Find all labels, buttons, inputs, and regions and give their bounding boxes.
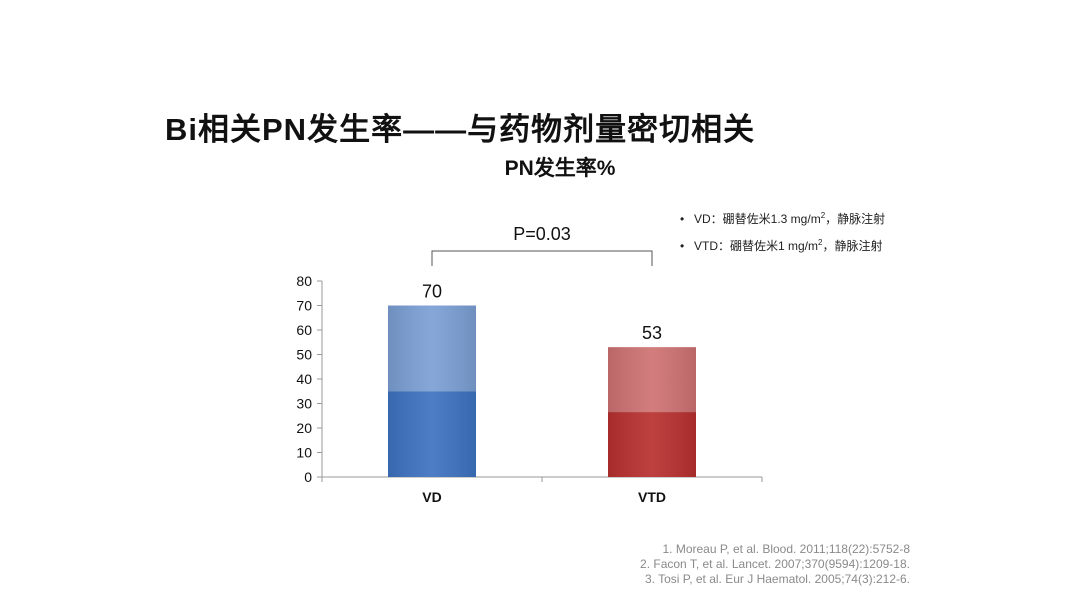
bullet: • [680, 212, 685, 226]
dosage-note-suffix: ，静脉注射 [825, 212, 886, 226]
category-label-vtd: VTD [638, 489, 666, 505]
dosage-notes: • VD：硼替佐米1.3 mg/m2，静脉注射 • VTD：硼替佐米1 mg/m2，… [680, 204, 885, 258]
superscript: 2 [820, 211, 826, 220]
dosage-note-vtd: • VTD：硼替佐米1 mg/m2，静脉注射 [680, 231, 885, 258]
y-tick-label: 20 [296, 420, 312, 436]
slide-title: Bi相关PN发生率——与药物剂量密切相关 [165, 112, 756, 147]
y-tick-label: 60 [296, 322, 312, 338]
dosage-note-text: VTD：硼替佐米1 mg/m [694, 239, 819, 253]
y-tick-label: 50 [296, 347, 312, 363]
dosage-note-text: VD：硼替佐米1.3 mg/m [694, 212, 821, 226]
data-label-vtd: 53 [642, 323, 662, 343]
superscript: 2 [818, 238, 823, 247]
category-label-vd: VD [422, 489, 441, 505]
p-value-label: P=0.03 [513, 224, 571, 244]
y-tick-label: 0 [304, 469, 312, 485]
references: 1. Moreau P, et al. Blood. 2011;118(22):… [640, 542, 910, 587]
reference-item: 1. Moreau P, et al. Blood. 2011;118(22):… [662, 542, 910, 556]
bar-sheen-vd [388, 305, 476, 477]
data-label-vd: 70 [422, 282, 442, 302]
dosage-note-suffix: ，静脉注射 [822, 239, 883, 253]
significance-bracket [431, 250, 653, 266]
y-tick-label: 10 [296, 445, 312, 461]
bar-sheen-vtd [608, 347, 696, 477]
reference-item: 3. Tosi P, et al. Eur J Haematol. 2005;7… [644, 572, 910, 586]
reference-item: 2. Facon T, et al. Lancet. 2007;370(9594… [640, 557, 910, 571]
y-tick-label: 30 [296, 396, 312, 412]
y-tick-label: 80 [296, 273, 312, 289]
y-tick-label: 70 [296, 298, 312, 314]
dosage-note-vd: • VD：硼替佐米1.3 mg/m2，静脉注射 [680, 204, 885, 231]
bullet: • [680, 239, 685, 253]
chart-title: PN发生率% [504, 157, 616, 180]
y-tick-label: 40 [296, 371, 312, 387]
